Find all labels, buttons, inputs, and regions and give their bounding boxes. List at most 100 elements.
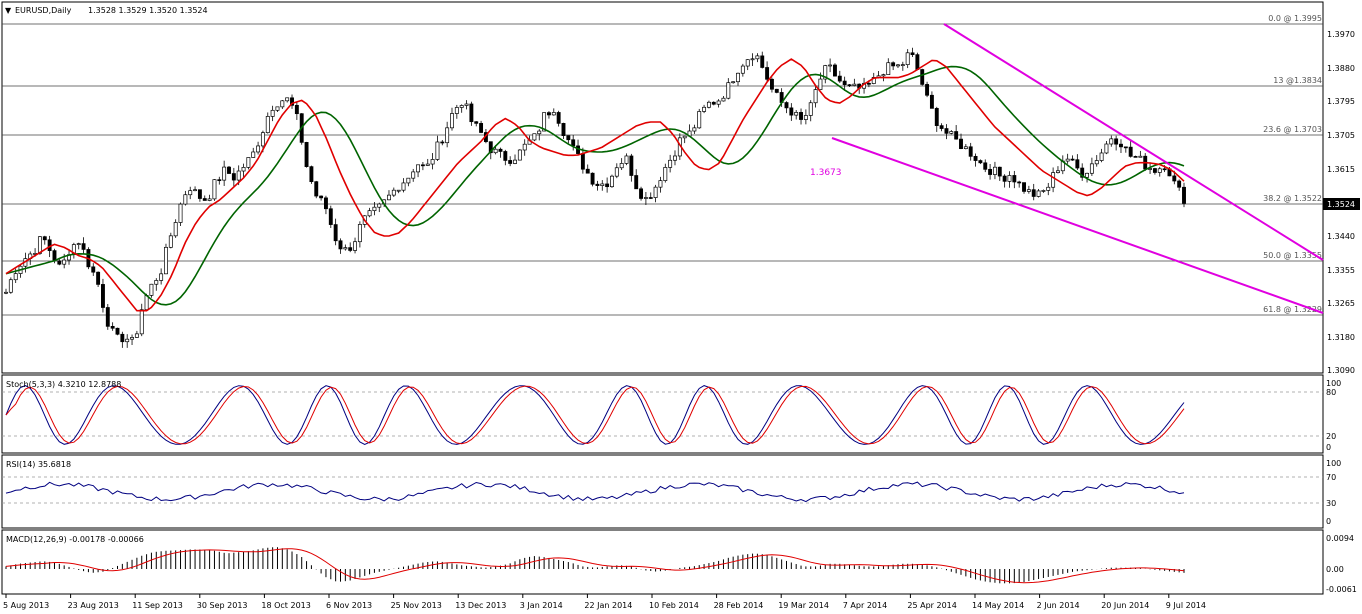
candle <box>372 202 377 216</box>
candle-body <box>227 166 231 174</box>
candle <box>212 179 217 201</box>
stoch-level-label: 20 <box>1326 432 1336 441</box>
fib-label: 38.2 @ 1.3522 <box>1263 194 1322 203</box>
candle-body <box>949 131 954 134</box>
candle <box>149 283 154 298</box>
time-label: 7 Apr 2014 <box>843 601 887 610</box>
candle <box>590 172 595 187</box>
candle-body <box>828 64 833 67</box>
candle-body <box>745 59 750 67</box>
price-tick: 1.3615 <box>1327 165 1355 174</box>
candle-body <box>706 101 711 108</box>
candle-body <box>134 333 139 338</box>
candle <box>391 187 396 198</box>
candle-body <box>973 155 978 161</box>
candle <box>164 243 168 275</box>
rsi-level-label: 70 <box>1326 473 1336 482</box>
candle-body <box>319 195 324 199</box>
candle <box>1046 182 1051 196</box>
candle <box>1041 189 1046 193</box>
candle <box>658 176 663 193</box>
candle <box>425 158 430 167</box>
candle-body <box>338 240 343 250</box>
candle <box>304 141 309 168</box>
candle-body <box>164 246 168 275</box>
candle-body <box>343 247 348 250</box>
candle <box>910 47 915 57</box>
candle-body <box>440 141 445 144</box>
candle <box>1123 146 1128 153</box>
candle-body <box>920 69 925 85</box>
candle-body <box>1065 158 1070 162</box>
candle-body <box>212 179 217 200</box>
candle-body <box>139 309 144 335</box>
candle-body <box>387 194 391 201</box>
candle <box>1036 188 1041 198</box>
candle <box>134 330 139 339</box>
candle <box>256 141 261 155</box>
candle-body <box>217 179 222 182</box>
macd-title: MACD(12,26,9) -0.00178 -0.00066 <box>6 535 144 544</box>
candle-body <box>755 55 760 60</box>
candle <box>624 153 629 166</box>
candle-body <box>202 198 207 201</box>
candle <box>944 124 949 140</box>
channel-lower-line[interactable] <box>831 137 1324 314</box>
chart-header-arrow[interactable]: ▼ <box>5 6 12 15</box>
candle-body <box>149 283 154 296</box>
candle-body <box>643 197 648 199</box>
time-label: 28 Feb 2014 <box>714 601 764 610</box>
candle-body <box>1172 175 1177 182</box>
candle <box>450 107 454 131</box>
candle-body <box>585 168 590 174</box>
candle <box>939 123 944 132</box>
candle <box>852 78 857 87</box>
candle-body <box>309 166 314 183</box>
candle-body <box>842 80 847 86</box>
candle-body <box>891 62 896 67</box>
candle <box>988 163 993 180</box>
rsi-line <box>5 481 1185 503</box>
macd-level-label: 0.00 <box>1326 565 1344 574</box>
channel-upper-line[interactable] <box>943 23 1324 261</box>
candle <box>222 160 227 186</box>
candle-body <box>357 224 362 243</box>
candle <box>706 100 711 109</box>
candle <box>842 76 847 91</box>
price-tick: 1.3440 <box>1327 232 1355 241</box>
candle-body <box>716 100 721 105</box>
candle-body <box>905 52 910 65</box>
price-tick: 1.3180 <box>1327 333 1355 342</box>
time-label: 6 Nov 2013 <box>326 601 372 610</box>
candle <box>338 238 343 254</box>
time-label: 30 Sep 2013 <box>197 601 248 610</box>
price-panel[interactable] <box>1 1 1324 374</box>
stoch-panel[interactable] <box>1 374 1324 454</box>
time-label: 25 Nov 2013 <box>391 601 442 610</box>
candle <box>1114 135 1119 151</box>
candle <box>1026 185 1031 194</box>
candle-body <box>682 135 687 139</box>
candle <box>76 242 81 250</box>
candle-body <box>57 260 62 265</box>
candle-body <box>256 145 261 153</box>
candle-body <box>115 327 120 335</box>
candle-body <box>62 259 67 265</box>
candle <box>324 195 328 215</box>
candle <box>561 122 566 139</box>
rsi-panel[interactable] <box>1 454 1324 529</box>
candle <box>1051 167 1056 193</box>
candle <box>886 58 891 75</box>
time-axis: 5 Aug 2013 23 Aug 2013 11 Sep 2013 30 Sep 2… <box>3 594 1206 610</box>
candle <box>736 72 740 86</box>
candle <box>57 258 62 266</box>
candle <box>348 242 353 253</box>
candle-body <box>42 236 47 241</box>
rsi-level-label: 0 <box>1326 517 1331 526</box>
macd-panel[interactable] <box>1 529 1324 595</box>
candle <box>566 135 571 144</box>
candle-body <box>513 159 517 164</box>
candle <box>522 139 527 156</box>
candle <box>241 163 246 178</box>
